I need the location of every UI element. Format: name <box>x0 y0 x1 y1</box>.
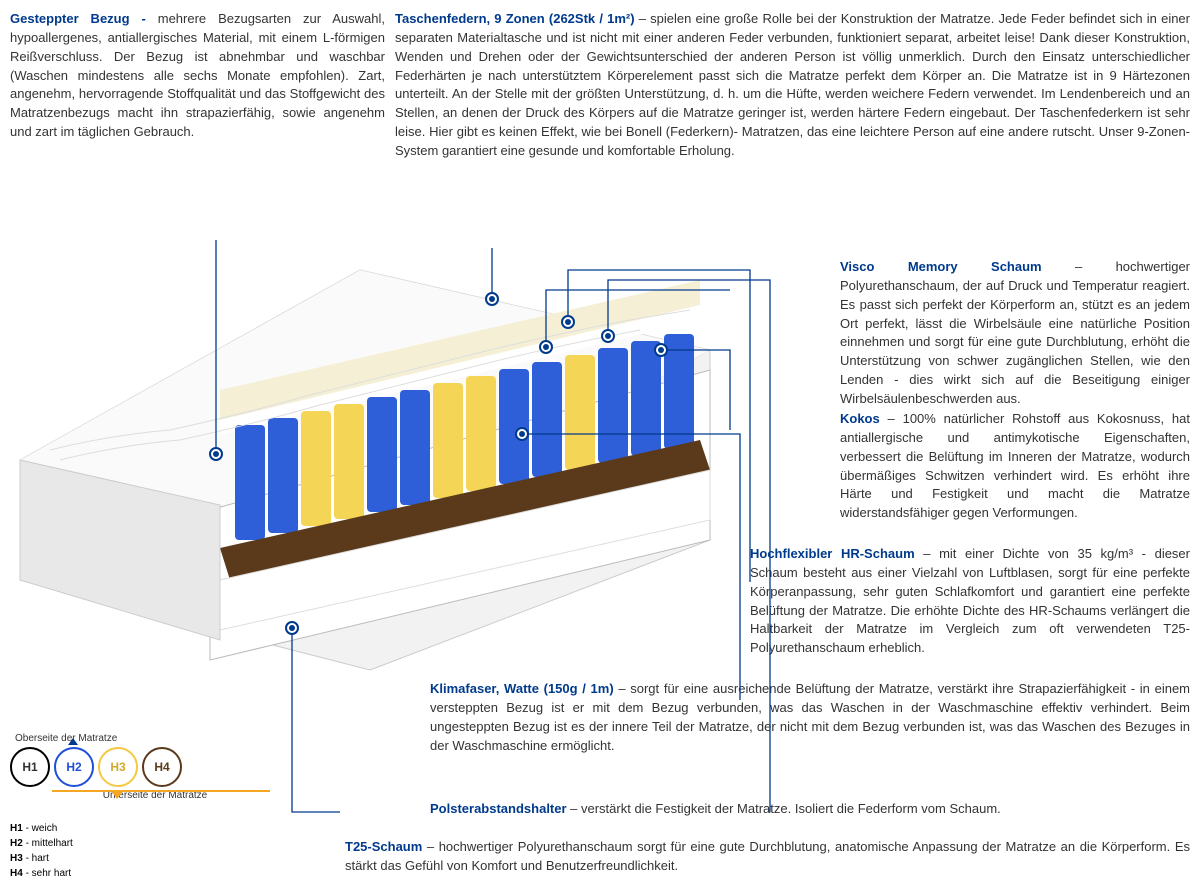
hardness-circle: H4 <box>142 747 182 787</box>
block-visco: Visco Memory Schaum – hochwertiger Polyu… <box>840 258 1190 409</box>
kokos-body: – 100% natürlicher Rohstoff aus Kokosnus… <box>840 411 1190 520</box>
hr-title: Hochflexibler HR-Schaum <box>750 546 915 561</box>
block-klima: Klimafaser, Watte (150g / 1m) – sorgt fü… <box>430 680 1190 755</box>
polster-title: Polsterabstandshalter <box>430 801 567 816</box>
block-federn: Taschenfedern, 9 Zonen (262Stk / 1m²) – … <box>395 10 1190 161</box>
marker-point <box>654 343 668 357</box>
mattress-illustration <box>10 260 720 680</box>
marker-point <box>285 621 299 635</box>
arrow-down-icon <box>112 792 122 799</box>
marker-point <box>539 340 553 354</box>
marker-point <box>485 292 499 306</box>
hardness-legend: Oberseite der Matratze H1H2H3H4 Untersei… <box>10 733 270 881</box>
block-hr: Hochflexibler HR-Schaum – mit einer Dich… <box>750 545 1190 658</box>
hr-body: – mit einer Dichte von 35 kg/m³ - dieser… <box>750 546 1190 655</box>
bezug-title: Gesteppter Bezug - <box>10 11 158 26</box>
block-bezug: Gesteppter Bezug - mehrere Bezugsarten z… <box>10 10 385 142</box>
visco-title: Visco Memory Schaum <box>840 259 1042 274</box>
t25-body: – hochwertiger Polyurethanschaum sorgt f… <box>345 839 1190 873</box>
hardness-legend-item: H3 - hart <box>10 851 270 866</box>
marker-point <box>601 329 615 343</box>
block-kokos: Kokos – 100% natürlicher Rohstoff aus Ko… <box>840 410 1190 523</box>
hardness-top-label: Oberseite der Matratze <box>15 733 270 744</box>
hardness-circle: H3 <box>98 747 138 787</box>
hardness-circle: H1 <box>10 747 50 787</box>
marker-point <box>561 315 575 329</box>
hardness-legend-item: H1 - weich <box>10 821 270 836</box>
visco-body: – hochwertiger Polyurethanschaum, der au… <box>840 259 1190 406</box>
polster-body: – verstärkt die Festigkeit der Matratze.… <box>567 801 1001 816</box>
marker-point <box>515 427 529 441</box>
hardness-circles: H1H2H3H4 <box>10 747 270 787</box>
block-polster: Polsterabstandshalter – verstärkt die Fe… <box>430 800 1190 819</box>
t25-title: T25-Schaum <box>345 839 422 854</box>
block-t25: T25-Schaum – hochwertiger Polyurethansch… <box>345 838 1190 876</box>
hardness-legend-item: H2 - mittelhart <box>10 836 270 851</box>
federn-title: Taschenfedern, 9 Zonen (262Stk / 1m²) <box>395 11 639 26</box>
hardness-circle: H2 <box>54 747 94 787</box>
marker-point <box>209 447 223 461</box>
federn-body: – spielen eine große Rolle bei der Konst… <box>395 11 1190 158</box>
arrow-up-icon <box>68 738 78 745</box>
bezug-body: mehrere Bezugsarten zur Auswahl, hypoall… <box>10 11 385 139</box>
klima-title: Klimafaser, Watte (150g / 1m) <box>430 681 614 696</box>
hardness-legend-item: H4 - sehr hart <box>10 866 270 881</box>
hardness-underline <box>52 790 270 792</box>
kokos-title: Kokos <box>840 411 880 426</box>
hardness-list: H1 - weichH2 - mittelhartH3 - hartH4 - s… <box>10 821 270 881</box>
